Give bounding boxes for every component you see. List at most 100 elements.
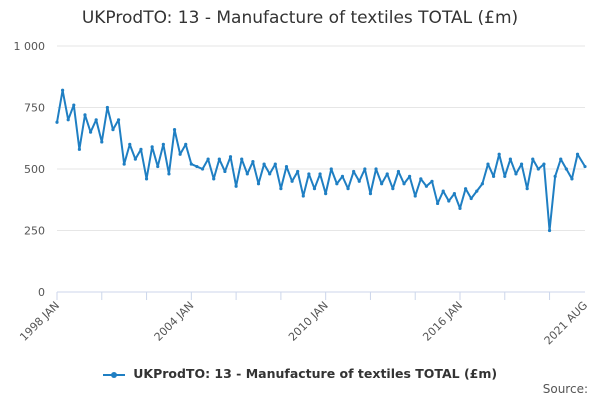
data-point[interactable] [284, 164, 289, 169]
data-point[interactable] [296, 169, 300, 174]
data-point[interactable] [525, 187, 529, 191]
data-point[interactable] [228, 155, 233, 159]
data-point[interactable] [240, 157, 244, 161]
data-point[interactable] [251, 160, 255, 164]
data-point[interactable] [536, 167, 540, 171]
data-point[interactable] [486, 162, 490, 166]
data-point[interactable] [519, 162, 524, 166]
data-point[interactable] [413, 194, 417, 198]
data-point[interactable] [374, 167, 378, 171]
data-point[interactable] [335, 182, 339, 186]
data-point[interactable] [223, 169, 227, 174]
data-point[interactable] [77, 147, 81, 151]
data-point[interactable] [156, 164, 160, 169]
data-point[interactable] [60, 88, 65, 92]
data-point[interactable] [559, 157, 563, 161]
data-point[interactable] [583, 164, 587, 169]
data-point[interactable] [212, 177, 216, 181]
data-point[interactable] [206, 157, 210, 161]
credits-link[interactable]: Source: [542, 382, 588, 396]
data-point[interactable] [55, 120, 59, 124]
data-point[interactable] [391, 187, 395, 191]
data-point[interactable] [133, 157, 137, 161]
data-point[interactable] [217, 157, 221, 161]
data-point[interactable] [195, 164, 199, 169]
data-point[interactable] [553, 174, 557, 178]
data-point[interactable] [88, 130, 93, 134]
data-point[interactable] [312, 187, 317, 191]
data-point[interactable] [150, 145, 154, 149]
data-point[interactable] [508, 157, 512, 161]
data-point[interactable] [542, 162, 546, 166]
data-point[interactable] [491, 174, 496, 178]
data-point[interactable] [273, 162, 277, 166]
data-point[interactable] [452, 192, 456, 196]
data-point[interactable] [268, 172, 272, 176]
data-point[interactable] [408, 174, 412, 178]
data-point[interactable] [262, 162, 266, 166]
data-point[interactable] [105, 105, 109, 110]
data-point[interactable] [402, 182, 406, 186]
data-point[interactable] [161, 142, 165, 146]
data-point[interactable] [570, 177, 574, 181]
data-point[interactable] [436, 201, 440, 206]
data-point[interactable] [340, 174, 345, 178]
data-point[interactable] [72, 103, 76, 107]
data-point[interactable] [111, 128, 115, 132]
data-point[interactable] [100, 140, 104, 144]
data-point[interactable] [329, 167, 333, 171]
data-point[interactable] [424, 184, 429, 188]
data-point[interactable] [575, 152, 580, 156]
legend[interactable]: UKProdTO: 13 - Manufacture of textiles T… [0, 366, 600, 381]
legend-line-marker-icon [102, 369, 125, 381]
data-point[interactable] [463, 187, 468, 191]
data-point[interactable] [94, 118, 98, 122]
data-point[interactable] [307, 172, 311, 176]
data-point[interactable] [547, 228, 552, 233]
data-point[interactable] [301, 194, 305, 198]
data-point[interactable] [200, 167, 205, 171]
data-point[interactable] [497, 152, 501, 156]
data-point[interactable] [189, 162, 193, 166]
data-point[interactable] [368, 192, 373, 196]
data-point[interactable] [178, 152, 182, 156]
data-point[interactable] [128, 142, 132, 146]
data-point[interactable] [83, 113, 87, 117]
data-point[interactable] [139, 147, 143, 151]
data-point[interactable] [514, 172, 518, 176]
data-point[interactable] [396, 169, 401, 174]
data-point[interactable] [430, 179, 434, 183]
x-tick-label: 1998 JAN [17, 299, 62, 344]
data-point[interactable] [352, 169, 356, 174]
data-point[interactable] [503, 174, 507, 178]
data-point[interactable] [447, 199, 451, 203]
data-point[interactable] [66, 118, 70, 122]
data-point[interactable] [475, 189, 479, 193]
data-point[interactable] [318, 172, 322, 176]
data-point[interactable] [245, 172, 249, 176]
data-point[interactable] [324, 192, 328, 196]
data-point[interactable] [441, 189, 445, 193]
data-point[interactable] [363, 167, 367, 171]
data-point[interactable] [458, 206, 462, 210]
data-point[interactable] [385, 172, 389, 176]
data-point[interactable] [419, 177, 423, 181]
data-point[interactable] [480, 182, 484, 186]
data-point[interactable] [531, 157, 535, 161]
data-point[interactable] [122, 162, 126, 166]
data-point[interactable] [256, 182, 261, 186]
data-point[interactable] [172, 128, 177, 132]
data-point[interactable] [144, 177, 149, 181]
data-point[interactable] [564, 167, 568, 171]
data-point[interactable] [167, 172, 171, 176]
data-point[interactable] [469, 196, 473, 201]
data-point[interactable] [184, 142, 188, 146]
data-point[interactable] [279, 187, 283, 191]
data-point[interactable] [357, 179, 361, 183]
data-point[interactable] [234, 184, 238, 188]
data-point[interactable] [116, 118, 121, 122]
data-point[interactable] [290, 179, 294, 183]
data-point[interactable] [346, 187, 350, 191]
data-point[interactable] [380, 182, 384, 186]
